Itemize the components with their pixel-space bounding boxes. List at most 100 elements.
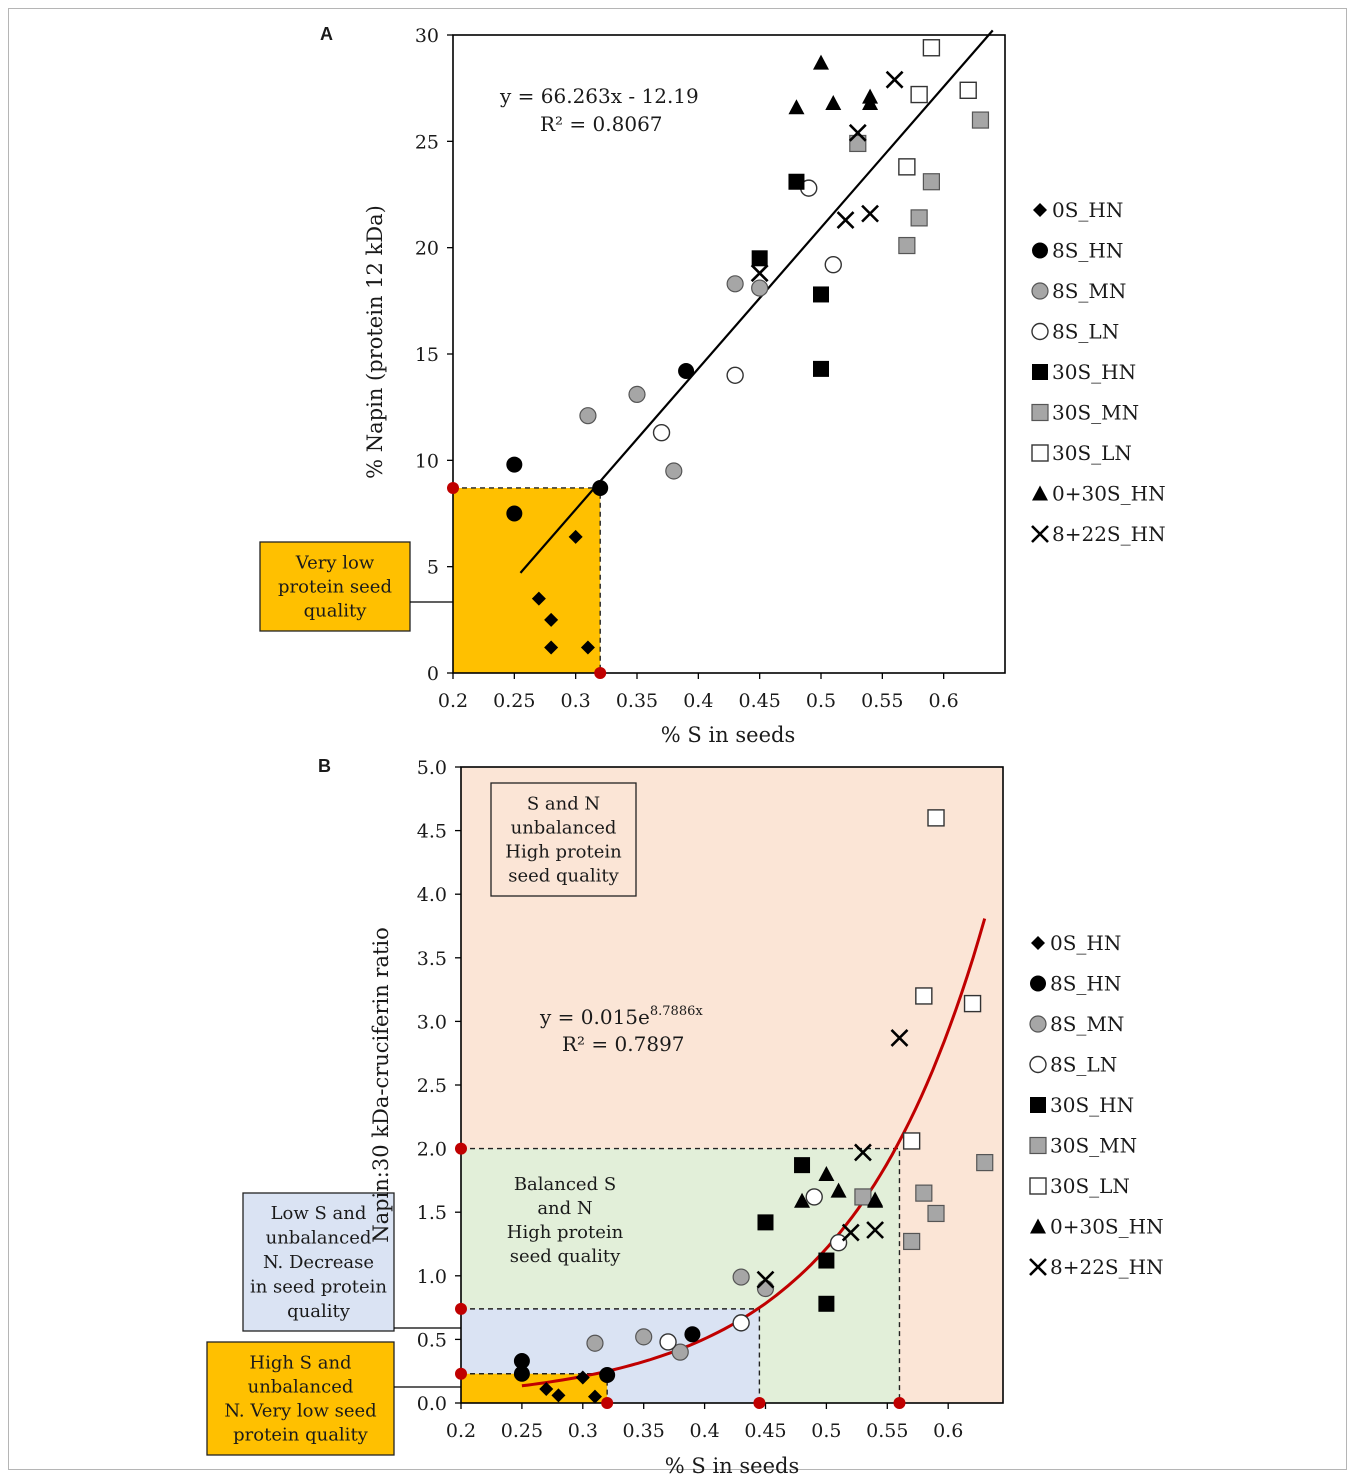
panel-a-y-tick-label: 0 [427,663,439,685]
panel-b-threshold-dot [455,1367,467,1380]
panel-a-point-8s-mn [751,279,769,297]
panel-a-legend-item: 0+30S_HN [1032,482,1166,506]
panel-a-equation: y = 66.263x - 12.19 [499,84,699,108]
panel-b-equation: y = 0.015e8.7886x [539,1004,703,1029]
panel-a-legend-marker [1031,322,1049,341]
panel-a-point-8-22s-hn [861,204,879,223]
panel-b-annotation-low-s-line: N. Decrease [263,1252,374,1273]
panel-a-legend-label: 30S_MN [1052,401,1139,425]
panel-a-r2: R² = 0.8067 [540,112,663,136]
panel-b-x-tick-label: 0.5 [811,1420,841,1442]
panel-b-annotation-unbalanced-high-box [490,782,637,897]
panel-b-point-30s-hn [757,1214,774,1231]
panel-a-legend-label: 8+22S_HN [1052,522,1166,546]
panel-a-legend-item: 8S_MN [1031,279,1126,303]
panel-a-x-axis-title: % S in seeds [661,723,795,747]
panel-a-legend-marker [1031,444,1049,462]
panel-b-point-8s-mn [586,1334,604,1352]
panel-b-threshold-dot [455,1302,467,1315]
panel-a-chart: 0.2 0.25 0.3 0.35 0.4 0.45 0.5 0.55 0.6 0 5 10 15 20 2… [259,25,1166,712]
panel-a-legend-marker [1032,242,1048,259]
panel-b-legend-marker [1029,1177,1047,1195]
panel-b-legend-label: 8S_LN [1050,1053,1117,1077]
panel-a-point-8s-hn [678,363,695,380]
panel-a-x-tick-label: 0.6 [929,690,959,712]
panel-b-point-0s-hn [575,1370,590,1385]
panel-a-annotation-line: protein seed [278,577,392,598]
panel-b-legend-item: 30S_HN [1030,1093,1134,1117]
panel-b-y-tick-label: 1.5 [417,1202,447,1224]
panel-b-point-30s-ln [927,809,945,827]
panel-a-y-tick-label: 30 [415,25,439,47]
panel-b-point-30s-ln [902,1132,921,1150]
panel-a-legend-label: 30S_LN [1052,441,1132,465]
panel-b-point-8s-mn [732,1268,750,1286]
panel-a-threshold-dot [447,481,459,494]
panel-b-annotation-unbalanced-high-line: High protein [505,842,622,863]
panel-a-y-tick-label: 25 [415,131,439,153]
panel-a-legend-label: 0+30S_HN [1052,482,1166,506]
panel-b-point-0-30s-hn [867,1191,884,1207]
panel-a-point-8s-ln [824,255,842,274]
panel-a-point-8s-ln [652,423,671,442]
panel-a-y-tick-label: 5 [427,557,439,579]
panel-b-annotation-high-s-line: protein quality [233,1425,369,1446]
panel-b-point-8s-ln [732,1314,750,1332]
panel-a-point-30s-mn [971,111,990,129]
panel-a-point-30s-ln [898,158,916,176]
panel-a-annotation-line: quality [304,601,368,622]
panel-b-y-tick-label: 3.5 [417,948,447,970]
panel-a-legend-marker [1032,485,1048,501]
panel-b-point-30s-mn [915,1184,933,1202]
panel-a-point-30s-ln [959,81,977,99]
panel-b-annotation-unbalanced-high-line: S and N [527,794,600,815]
panel-b-legend-label: 30S_HN [1050,1093,1134,1117]
panel-b-point-8s-ln [805,1188,823,1206]
panel-a-legend-marker [1033,203,1047,217]
panel-b-legend-label: 30S_MN [1050,1134,1137,1158]
panel-b-point-8-22s-hn [841,1223,860,1242]
panel-b-x-tick-label: 0.45 [744,1420,786,1442]
panel-a-point-0s-hn [544,612,559,627]
panel-b-legend-marker [1030,1097,1046,1113]
panel-b-point-8s-hn [599,1367,616,1384]
panel-b-annotation-balanced-line: seed quality [510,1246,621,1267]
panel-b-threshold-dot [753,1397,766,1409]
panel-a-point-8s-ln [726,366,744,384]
panel-a-point-8-22s-hn [836,211,855,229]
panel-a-threshold-dot [594,667,607,679]
panel-b-point-8-22s-hn [866,1221,885,1239]
panel-b-y-tick-label: 3.0 [417,1011,447,1033]
panel-b-annotation-high-s-box [206,1341,395,1456]
panel-b-threshold-dot [455,1142,467,1155]
panel-b-point-8s-ln [829,1234,848,1252]
panel-b-y-axis-title: Napin:30 kDa-cruciferin ratio [369,927,393,1243]
panel-b-x-axis-title: % S in seeds [665,1454,799,1476]
panel-a-x-tick-label: 0.45 [739,690,781,712]
panel-a-point-0s-hn [531,591,546,606]
panel-a-legend-marker [1031,282,1049,300]
panel-a-legend-marker [1031,403,1049,422]
panel-a-y-tick-label: 10 [415,450,439,472]
panel-b-legend-marker [1029,1136,1047,1155]
panel-a-point-30s-mn [898,236,916,255]
panel-b-x-tick-label: 0.3 [568,1420,598,1442]
panel-b-annotation-unbalanced-high: S and N unbalanced High protein seed qualit… [490,782,637,897]
panel-a-point-30s-ln [922,39,941,57]
panel-b-y-tick-label: 1.0 [417,1266,447,1288]
panel-b-point-30s-ln [963,994,982,1013]
panel-a-point-8-22s-hn [885,70,904,89]
panel-b-region-border [461,1147,901,1403]
panel-b-annotation-low-s-line: quality [287,1301,351,1322]
panel-b-point-30s-hn [794,1157,811,1174]
panel-b-x-tick-label: 0.55 [866,1420,908,1442]
panel-a-legend-item: 8+22S_HN [1031,522,1166,546]
panel-a-y-axis-title: % Napin (protein 12 kDa) [363,205,387,479]
panel-b-letter: B [318,756,331,776]
panel-b-y-tick-label: 4.5 [417,821,447,843]
panel-b-annotation-balanced-line: High protein [507,1222,624,1243]
panel-b-point-8s-mn [671,1343,689,1361]
panel-a-point-0-30s-hn [862,95,879,111]
panel-b-legend-item: 8+22S_HN [1029,1255,1164,1279]
panel-b-point-30s-ln [915,987,933,1005]
